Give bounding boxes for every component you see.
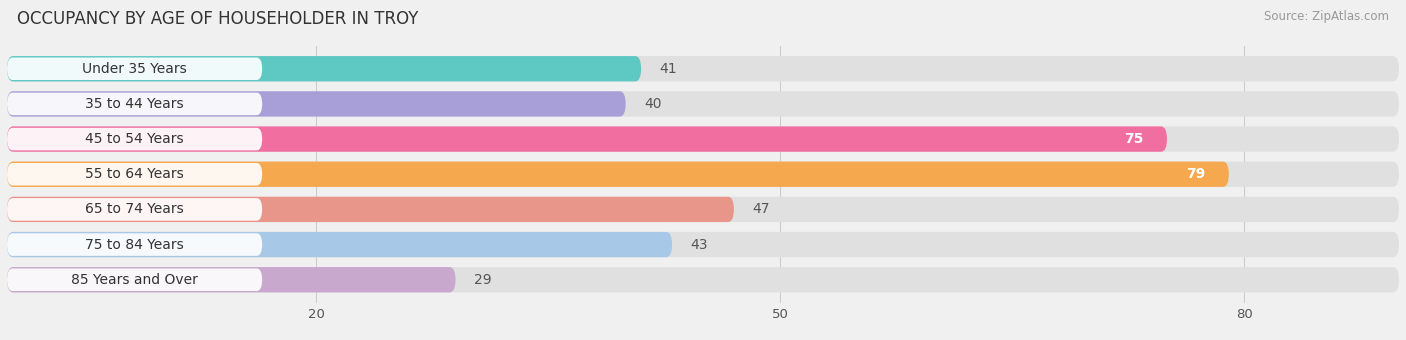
FancyBboxPatch shape	[7, 91, 626, 117]
Text: 47: 47	[752, 202, 770, 217]
FancyBboxPatch shape	[7, 232, 672, 257]
FancyBboxPatch shape	[7, 267, 456, 292]
FancyBboxPatch shape	[7, 197, 734, 222]
FancyBboxPatch shape	[7, 91, 1399, 117]
FancyBboxPatch shape	[7, 163, 262, 186]
Text: 75: 75	[1125, 132, 1144, 146]
FancyBboxPatch shape	[7, 56, 641, 81]
FancyBboxPatch shape	[7, 126, 1167, 152]
Text: Source: ZipAtlas.com: Source: ZipAtlas.com	[1264, 10, 1389, 23]
Text: 79: 79	[1187, 167, 1206, 181]
FancyBboxPatch shape	[7, 162, 1229, 187]
Text: 45 to 54 Years: 45 to 54 Years	[86, 132, 184, 146]
FancyBboxPatch shape	[7, 162, 1399, 187]
FancyBboxPatch shape	[7, 269, 262, 291]
FancyBboxPatch shape	[7, 233, 262, 256]
Text: 43: 43	[690, 238, 709, 252]
Text: 55 to 64 Years: 55 to 64 Years	[86, 167, 184, 181]
Text: 85 Years and Over: 85 Years and Over	[72, 273, 198, 287]
Text: 40: 40	[644, 97, 662, 111]
FancyBboxPatch shape	[7, 198, 262, 221]
FancyBboxPatch shape	[7, 197, 1399, 222]
FancyBboxPatch shape	[7, 128, 262, 150]
FancyBboxPatch shape	[7, 232, 1399, 257]
FancyBboxPatch shape	[7, 56, 1399, 81]
Text: OCCUPANCY BY AGE OF HOUSEHOLDER IN TROY: OCCUPANCY BY AGE OF HOUSEHOLDER IN TROY	[17, 10, 418, 28]
Text: 65 to 74 Years: 65 to 74 Years	[86, 202, 184, 217]
Text: 75 to 84 Years: 75 to 84 Years	[86, 238, 184, 252]
FancyBboxPatch shape	[7, 267, 1399, 292]
FancyBboxPatch shape	[7, 57, 262, 80]
Text: Under 35 Years: Under 35 Years	[82, 62, 187, 76]
FancyBboxPatch shape	[7, 126, 1399, 152]
Text: 29: 29	[474, 273, 492, 287]
Text: 41: 41	[659, 62, 678, 76]
Text: 35 to 44 Years: 35 to 44 Years	[86, 97, 184, 111]
FancyBboxPatch shape	[7, 93, 262, 115]
